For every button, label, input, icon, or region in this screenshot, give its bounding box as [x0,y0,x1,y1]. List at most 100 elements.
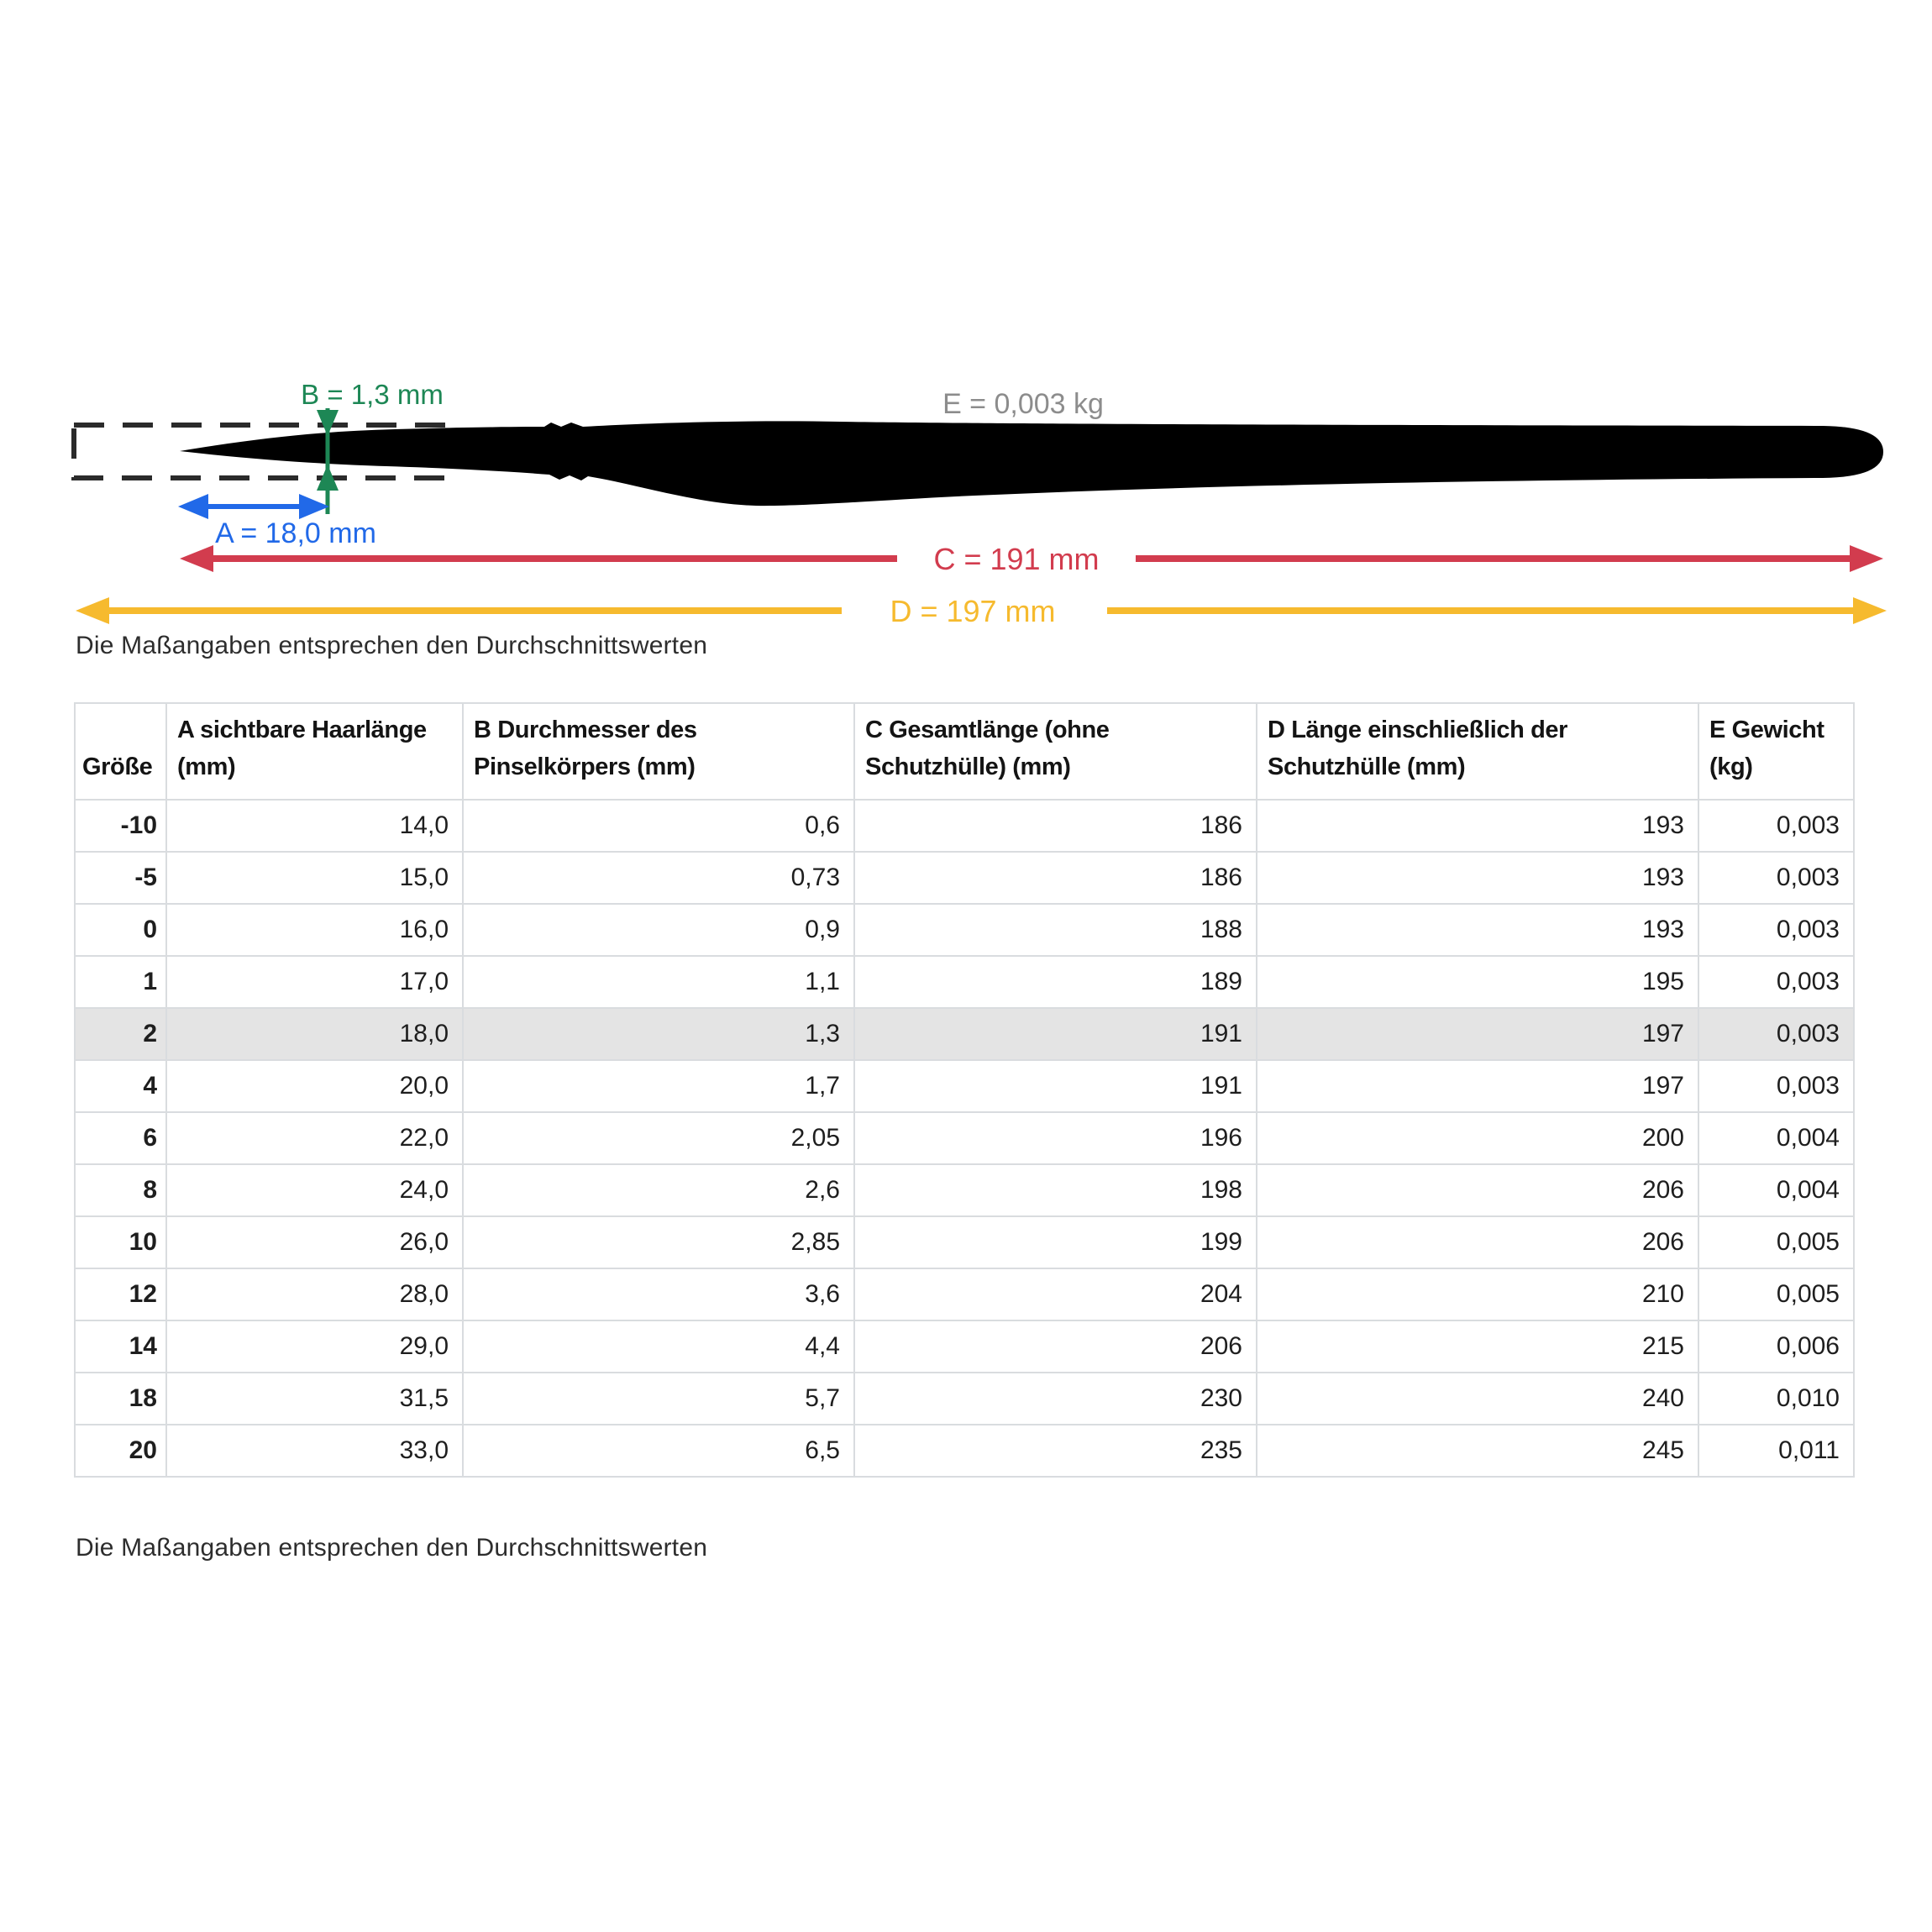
value-cell: 0,9 [462,903,855,957]
size-cell: 8 [74,1163,167,1217]
value-cell: 199 [853,1215,1257,1269]
dim-d-label: D = 197 mm [890,594,1055,628]
value-cell: 6,5 [462,1424,855,1478]
value-cell: 191 [853,1059,1257,1113]
size-cell: -10 [74,799,167,853]
value-cell: 0,003 [1698,903,1855,957]
table-row-size-8[interactable]: 8 24,0 2,6 198 206 0,004 [74,1163,1855,1217]
weight-e-label: E = 0,003 kg [942,388,1104,420]
size-table: Größe A sichtbare Haarlänge (mm) B Durchmes… [74,702,1855,1478]
value-cell: 193 [1256,799,1699,853]
value-cell: 0,005 [1698,1268,1855,1321]
table-header-row: Größe A sichtbare Haarlänge (mm) B Durchmes… [74,702,1855,801]
value-cell: 1,7 [462,1059,855,1113]
table-row-size-0[interactable]: 0 16,0 0,9 188 193 0,003 [74,903,1855,957]
value-cell: 18,0 [165,1007,464,1061]
value-cell: 197 [1256,1007,1699,1061]
value-cell: 2,6 [462,1163,855,1217]
value-cell: 3,6 [462,1268,855,1321]
column-header: B Durchmesser des Pinselkörpers (mm) [462,702,855,801]
size-cell: 2 [74,1007,167,1061]
table-row-size-4[interactable]: 4 20,0 1,7 191 197 0,003 [74,1059,1855,1113]
brush-diagram: B = 1,3 mm E = 0,003 kg A = 18,0 mm C = … [71,379,1887,628]
table-row-size-1[interactable]: 1 17,0 1,1 189 195 0,003 [74,955,1855,1009]
value-cell: 26,0 [165,1215,464,1269]
value-cell: 0,73 [462,851,855,905]
value-cell: 16,0 [165,903,464,957]
table-row-size-10[interactable]: 10 26,0 2,85 199 206 0,005 [74,1215,1855,1269]
value-cell: 196 [853,1111,1257,1165]
size-table-container: Größe A sichtbare Haarlänge (mm) B Durchmes… [74,702,1855,1478]
value-cell: 0,003 [1698,955,1855,1009]
value-cell: 0,004 [1698,1163,1855,1217]
value-cell: 0,004 [1698,1111,1855,1165]
value-cell: 0,006 [1698,1320,1855,1373]
value-cell: 17,0 [165,955,464,1009]
value-cell: 1,3 [462,1007,855,1061]
value-cell: 206 [1256,1215,1699,1269]
size-cell: 14 [74,1320,167,1373]
brush-silhouette [180,421,1883,507]
value-cell: 0,6 [462,799,855,853]
size-cell: 12 [74,1268,167,1321]
size-cell: 6 [74,1111,167,1165]
value-cell: 22,0 [165,1111,464,1165]
value-cell: 197 [1256,1059,1699,1113]
value-cell: 1,1 [462,955,855,1009]
table-row-size--10[interactable]: -10 14,0 0,6 186 193 0,003 [74,799,1855,853]
value-cell: 0,003 [1698,1007,1855,1061]
value-cell: 24,0 [165,1163,464,1217]
column-header: Größe [74,702,167,801]
value-cell: 0,003 [1698,799,1855,853]
value-cell: 206 [1256,1163,1699,1217]
table-row-size-18[interactable]: 18 31,5 5,7 230 240 0,010 [74,1372,1855,1425]
size-cell: 10 [74,1215,167,1269]
dim-c-arrow [180,545,1883,572]
table-row-size--5[interactable]: -5 15,0 0,73 186 193 0,003 [74,851,1855,905]
column-header: D Länge einschließlich der Schutzhülle (m… [1256,702,1699,801]
value-cell: 0,005 [1698,1215,1855,1269]
column-header: E Gewicht (kg) [1698,702,1855,801]
value-cell: 210 [1256,1268,1699,1321]
dim-b-arrow [317,408,339,514]
column-header: C Gesamtlänge (ohne Schutzhülle) (mm) [853,702,1257,801]
size-cell: 20 [74,1424,167,1478]
dim-c-label: C = 191 mm [933,542,1099,576]
dim-b-label: B = 1,3 mm [301,379,444,410]
value-cell: 31,5 [165,1372,464,1425]
size-cell: 1 [74,955,167,1009]
value-cell: 188 [853,903,1257,957]
table-row-size-2[interactable]: 2 18,0 1,3 191 197 0,003 [74,1007,1855,1061]
value-cell: 215 [1256,1320,1699,1373]
value-cell: 15,0 [165,851,464,905]
measurements-note-top: Die Maßangaben entsprechen den Durchschn… [76,632,708,659]
size-cell: 18 [74,1372,167,1425]
value-cell: 2,85 [462,1215,855,1269]
value-cell: 0,003 [1698,851,1855,905]
value-cell: 191 [853,1007,1257,1061]
table-row-size-6[interactable]: 6 22,0 2,05 196 200 0,004 [74,1111,1855,1165]
value-cell: 230 [853,1372,1257,1425]
size-cell: 0 [74,903,167,957]
value-cell: 186 [853,799,1257,853]
column-header: A sichtbare Haarlänge (mm) [165,702,464,801]
value-cell: 193 [1256,851,1699,905]
value-cell: 195 [1256,955,1699,1009]
size-cell: -5 [74,851,167,905]
dim-a-label: A = 18,0 mm [215,517,376,549]
value-cell: 206 [853,1320,1257,1373]
value-cell: 0,011 [1698,1424,1855,1478]
value-cell: 245 [1256,1424,1699,1478]
value-cell: 240 [1256,1372,1699,1425]
size-cell: 4 [74,1059,167,1113]
table-row-size-12[interactable]: 12 28,0 3,6 204 210 0,005 [74,1268,1855,1321]
value-cell: 14,0 [165,799,464,853]
table-row-size-14[interactable]: 14 29,0 4,4 206 215 0,006 [74,1320,1855,1373]
value-cell: 235 [853,1424,1257,1478]
table-row-size-20[interactable]: 20 33,0 6,5 235 245 0,011 [74,1424,1855,1478]
value-cell: 0,003 [1698,1059,1855,1113]
value-cell: 29,0 [165,1320,464,1373]
value-cell: 200 [1256,1111,1699,1165]
value-cell: 33,0 [165,1424,464,1478]
